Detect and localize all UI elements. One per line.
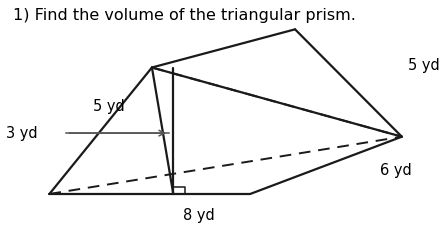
Text: 1) Find the volume of the triangular prism.: 1) Find the volume of the triangular pri… (13, 8, 356, 23)
Text: 3 yd: 3 yd (6, 126, 38, 141)
Text: 6 yd: 6 yd (380, 163, 412, 178)
Text: 5 yd: 5 yd (93, 99, 125, 114)
Text: 8 yd: 8 yd (183, 208, 215, 223)
Text: 5 yd: 5 yd (408, 58, 440, 73)
